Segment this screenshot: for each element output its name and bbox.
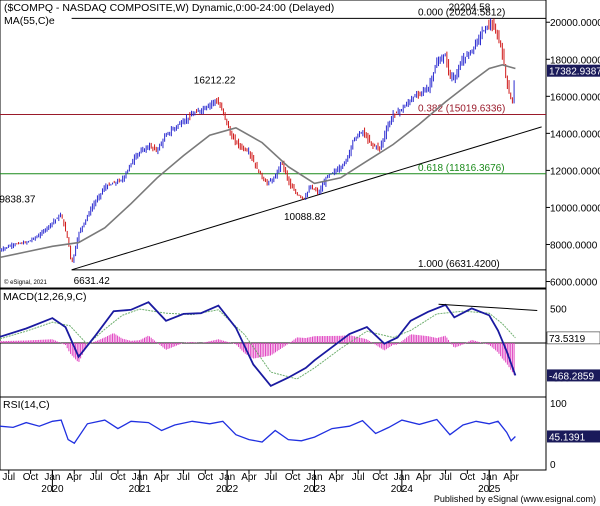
point-label: 10088.82 (284, 212, 326, 223)
x-tick-label: Oct (285, 472, 301, 483)
copyright-label: © eSignal, 2021 (4, 279, 47, 286)
footer-credit: Published by eSignal (www.esignal.com) (434, 494, 596, 504)
x-tick-label: Oct (460, 472, 476, 483)
x-tick-label: Apr (416, 472, 432, 483)
rsi-line (0, 418, 516, 445)
x-tick-label: Jul (439, 472, 452, 483)
rsi-value-box (547, 430, 600, 443)
year-label: 2025 (478, 484, 501, 495)
point-label: 9838.37 (0, 194, 36, 205)
x-tick-label: Oct (110, 472, 126, 483)
last-value-label: 17382.9387 (549, 67, 600, 78)
y-tick-label: 18000.0000 (550, 55, 600, 66)
point-label: 6631.42 (74, 276, 111, 287)
y-tick-label: 14000.0000 (550, 129, 600, 140)
x-tick-label: Oct (372, 472, 388, 483)
macd-line (0, 301, 517, 388)
x-tick-label: Apr (154, 472, 170, 483)
x-tick-label: Jul (2, 472, 15, 483)
x-tick-label: Apr (503, 472, 519, 483)
macd-value-box (547, 369, 600, 382)
x-tick-label: Jul (264, 472, 277, 483)
macd-divergence-line (438, 303, 538, 311)
x-tick-label: Apr (241, 472, 257, 483)
year-label: 2020 (41, 484, 64, 495)
y-tick-label: 12000.0000 (550, 166, 600, 177)
axis-layer: 20000.0000 18000.0000 16000.0000 14000.0000… (2, 18, 600, 495)
last-value-box (547, 64, 600, 77)
point-label: 20204.58 (449, 2, 491, 13)
rsi-tick-label: 100 (550, 399, 567, 410)
chart-title: ($COMPQ - NASDAQ COMPOSITE,W) Dynamic,0:… (4, 2, 334, 14)
y-tick-label: 6000.0000 (550, 278, 598, 289)
y-tick-label: 10000.0000 (550, 203, 600, 214)
x-tick-label: Apr (66, 472, 82, 483)
rsi-value: 45.1391 (549, 432, 586, 443)
year-label: 2022 (216, 484, 239, 495)
trend-line (71, 126, 542, 271)
rsi-panel (0, 396, 547, 471)
year-label: 2021 (129, 484, 152, 495)
price-layer: 0.000 (20204.5812) 0.382 (15019.6336) 0.61… (0, 2, 546, 287)
macd-signal-value-box (546, 331, 600, 345)
fib-label: 0.618 (11816.3676) (418, 163, 505, 174)
macd-signal-value: 73.5319 (549, 334, 586, 345)
fib-label: 0.000 (20204.5812) (418, 7, 505, 18)
x-tick-label: Oct (23, 472, 39, 483)
x-tick-label: Jul (177, 472, 190, 483)
y-tick-label: 16000.0000 (550, 92, 600, 103)
y-tick-label: 20000.0000 (550, 18, 600, 29)
fib-label: 1.000 (6631.4200) (418, 259, 500, 270)
x-tick-label: Oct (198, 472, 214, 483)
ma-line (0, 63, 516, 259)
rsi-tick-label: 0 (550, 460, 556, 471)
rsi-layer (0, 418, 516, 445)
ma-label: MA(55,C)e (4, 15, 55, 27)
macd-value: -468.2859 (549, 371, 594, 382)
x-tick-label: Jul (352, 472, 365, 483)
rsi-label: RSI(14,C) (3, 399, 50, 411)
fib-label: 0.382 (15019.6336) (418, 103, 505, 114)
macd-layer (0, 301, 546, 388)
x-tick-label: Apr (329, 472, 345, 483)
macd-tick-label: 500 (550, 304, 567, 315)
y-tick-label: 8000.0000 (550, 240, 598, 251)
price-panel (0, 0, 547, 289)
year-label: 2024 (391, 484, 414, 495)
point-label: 16212.22 (194, 75, 236, 86)
year-label: 2023 (303, 484, 326, 495)
macd-label: MACD(12,26,9,C) (3, 291, 86, 303)
x-tick-label: Jul (90, 472, 103, 483)
macd-signal-line (0, 308, 516, 380)
